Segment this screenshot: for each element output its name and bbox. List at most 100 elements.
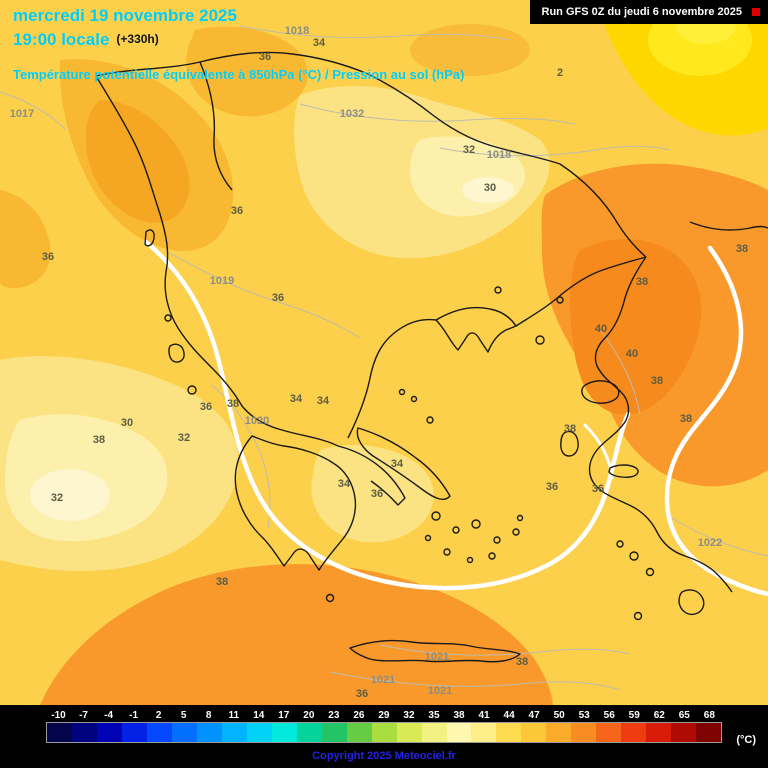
- legend-color-cell: [446, 723, 472, 742]
- pressure-label: 1021: [424, 651, 450, 663]
- theta-value-label: 36: [41, 251, 55, 263]
- coast-peloponnese: [234, 435, 357, 571]
- legend-color-cell: [696, 723, 722, 742]
- isobar: [0, 91, 67, 131]
- legend-color-cell: [121, 723, 147, 742]
- legend-tick: -10: [51, 710, 66, 721]
- legend-color-cell: [471, 723, 497, 742]
- legend-bar: -10 -7 -4 -1 2 5 8 11 14 17 20 23 26 29 32 35 38 41 44 47 50…: [0, 705, 768, 768]
- border-north-2: [367, 73, 561, 165]
- legend-tick: 68: [703, 710, 715, 721]
- theta-value-label: 36: [271, 292, 285, 304]
- legend-tick: 35: [428, 710, 440, 721]
- legend-tick: 32: [403, 710, 415, 721]
- map-title: Température potentielle équivalente à 85…: [13, 67, 465, 82]
- legend-colorbar: [46, 722, 722, 743]
- coast-chalkidiki: [435, 306, 517, 353]
- legend-tick: 2: [155, 710, 162, 721]
- legend-color-cell: [246, 723, 272, 742]
- legend-color-cell: [47, 723, 72, 742]
- theta-value-label: 38: [679, 413, 693, 425]
- legend-tick: 47: [528, 710, 540, 721]
- pressure-label: 1020: [244, 415, 270, 427]
- island-samos: [608, 464, 639, 478]
- map-area: 1017 1018 1032 1018 1019 1020 1022 1021 1021 1021…: [0, 0, 768, 705]
- amber-topband: [410, 24, 530, 76]
- theta-value-label: 36: [355, 688, 369, 700]
- legend-tick: 44: [503, 710, 515, 721]
- coast-marmara: [689, 221, 768, 231]
- theta-value-label: 2: [556, 67, 564, 79]
- white-contour-small: [583, 423, 614, 480]
- legend-color-cell: [71, 723, 97, 742]
- theta-value-label: 34: [337, 478, 351, 490]
- legend-color-cell: [296, 723, 322, 742]
- forecast-time-row: 19:00 locale (+330h): [13, 30, 159, 50]
- legend-unit: (°C): [736, 734, 756, 746]
- theta-value-label: 38: [635, 276, 649, 288]
- coastlines: [95, 51, 768, 663]
- pale-center-core: [462, 177, 514, 203]
- forecast-date: mercredi 19 novembre 2025: [13, 6, 237, 25]
- front-lines: [143, 239, 768, 597]
- legend-color-cell: [621, 723, 647, 742]
- theta-value-label: 36: [230, 205, 244, 217]
- legend-color-cell: [221, 723, 247, 742]
- legend-bottom-row: Copyright 2025 Meteociel.fr: [0, 746, 768, 764]
- border-north-1: [95, 51, 369, 77]
- legend-color-cell: [596, 723, 622, 742]
- island-crete: [349, 639, 521, 663]
- map-label-layer: 1017 1018 1032 1018 1019 1020 1022 1021 1021 1021…: [10, 25, 748, 700]
- legend-tick: 14: [253, 710, 265, 721]
- coast-north-aegean: [515, 256, 647, 327]
- theta-value-label: 40: [594, 323, 608, 335]
- isobar: [239, 25, 511, 41]
- legend-tick: -4: [104, 710, 114, 721]
- isobar: [167, 251, 361, 339]
- legend-color-cell: [546, 723, 572, 742]
- legend-tick: 41: [478, 710, 490, 721]
- white-contour-east: [664, 245, 768, 597]
- isobar: [379, 644, 631, 656]
- border-inner: [199, 61, 233, 191]
- island-lesbos: [581, 380, 620, 404]
- theta-value-label: 34: [312, 37, 326, 49]
- legend-ticks: -10 -7 -4 -1 2 5 8 11 14 17 20 23 26 29 32 35 38 41 44 47 50…: [0, 705, 768, 721]
- pale-west-core: [30, 469, 110, 521]
- legend-color-cell: [396, 723, 422, 742]
- theta-value-label: 36: [199, 401, 213, 413]
- copyright-text[interactable]: Copyright 2025 Meteociel.fr: [312, 750, 456, 762]
- theta-value-label: 38: [92, 434, 106, 446]
- theta-value-label: 36: [258, 51, 272, 63]
- weather-map-svg: [0, 0, 768, 705]
- pressure-label: 1032: [339, 108, 365, 120]
- legend-color-cell: [571, 723, 597, 742]
- orange-south: [40, 564, 553, 705]
- legend-color-cell: [521, 723, 547, 742]
- legend-color-cell: [371, 723, 397, 742]
- legend-color-cell: [146, 723, 172, 742]
- coast-turkey: [588, 256, 733, 593]
- theta-value-label: 32: [177, 432, 191, 444]
- isobar: [671, 517, 768, 557]
- theta-value-label: 36: [545, 481, 559, 493]
- theta-value-label: 38: [515, 656, 529, 668]
- theta-value-label: 38: [563, 423, 577, 435]
- island-euboea: [356, 427, 451, 500]
- legend-tick: 11: [228, 710, 240, 721]
- legend-tick: 5: [180, 710, 187, 721]
- pressure-label: 1018: [486, 149, 512, 161]
- legend-tick: 56: [603, 710, 615, 721]
- legend-color-cell: [271, 723, 297, 742]
- amber-topcenter: [186, 26, 308, 117]
- island-corfu: [144, 229, 155, 247]
- legend-color-cell: [671, 723, 697, 742]
- theta-value-label: 36: [591, 483, 605, 495]
- island-kefalonia: [168, 343, 185, 363]
- amber-topleft-core: [85, 100, 190, 223]
- isobar: [329, 671, 621, 691]
- theta-value-label: 34: [289, 393, 303, 405]
- run-status-dot: [752, 8, 760, 16]
- orange-east-core: [570, 238, 702, 415]
